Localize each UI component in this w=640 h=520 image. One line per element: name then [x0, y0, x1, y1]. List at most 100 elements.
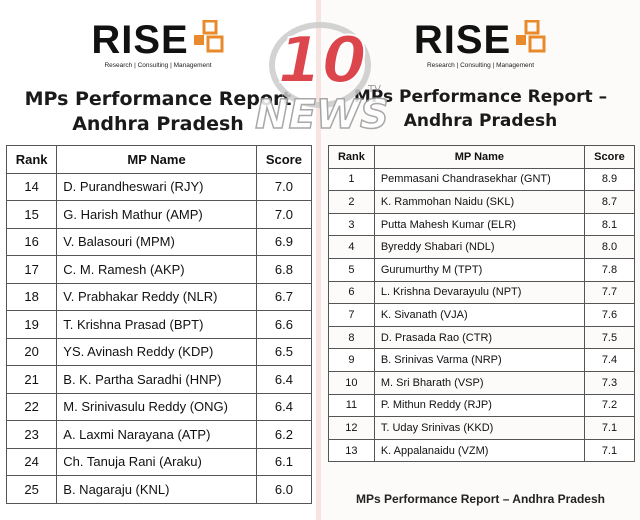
logo-square: [524, 20, 540, 35]
score-cell: 7.4: [583, 348, 636, 372]
rank-cell: 24: [5, 447, 58, 476]
logo-name: RISE: [91, 18, 189, 62]
rank-cell: 10: [328, 370, 375, 395]
name-cell: L. Krishna Devarayulu (NPT): [373, 280, 585, 305]
footer: MPs Performance Report – Andhra Pradesh: [356, 492, 605, 506]
header-row: Rank MP Name Score: [5, 145, 313, 174]
column-header: Score: [583, 145, 636, 169]
name-cell: T. Uday Srinivas (KKD): [373, 416, 585, 440]
score-cell: 7.7: [583, 280, 636, 305]
name-cell: P. Mithun Reddy (RJP): [373, 393, 585, 418]
logo-square: [516, 35, 527, 45]
rank-cell: 4: [328, 235, 375, 259]
rank-cell: 14: [5, 172, 58, 201]
logo-icon: [516, 20, 546, 53]
table-row: 3 Putta Mahesh Kumar (ELR) 8.1: [328, 212, 636, 237]
name-cell: K. Appalanaidu (VZM): [373, 438, 585, 463]
score-cell: 7.1: [583, 438, 636, 463]
score-cell: 7.6: [583, 303, 636, 327]
rank-cell: 8: [328, 325, 375, 350]
score-cell: 7.5: [583, 325, 636, 350]
name-cell: V. Balasouri (MPM): [56, 227, 257, 256]
name-cell: Ch. Tanuja Rani (Araku): [56, 447, 257, 476]
logo-tagline: Research | Consulting | Management: [104, 62, 212, 69]
score-cell: 8.1: [583, 212, 636, 237]
score-cell: 7.0: [255, 200, 313, 229]
name-cell: Byreddy Shabari (NDL): [373, 235, 585, 259]
table-row: 6 L. Krishna Devarayulu (NPT) 7.7: [328, 280, 636, 305]
logo-square: [528, 35, 546, 53]
watermark: 10 TV NEWS: [254, 22, 390, 139]
table-row: 19 T. Krishna Prasad (BPT) 6.6: [5, 310, 313, 339]
name-cell: V. Prabhakar Reddy (NLR): [56, 282, 257, 311]
column-header: Rank: [5, 145, 58, 174]
rank-cell: 7: [328, 303, 375, 327]
ranking-table: Rank MP Name Score 1 Pemmasani Chandrasekhar…: [328, 145, 636, 463]
logo-icon: [193, 20, 224, 53]
rank-cell: 17: [5, 255, 58, 284]
score-cell: 6.1: [255, 447, 313, 476]
table-row: 24 Ch. Tanuja Rani (Araku) 6.1: [5, 447, 313, 476]
rank-cell: 16: [5, 227, 58, 256]
name-cell: M. Sri Bharath (VSP): [373, 370, 585, 395]
rank-cell: 1: [328, 167, 375, 192]
table-row: 22 M. Srinivasulu Reddy (ONG) 6.4: [5, 392, 313, 421]
logo-tagline: Research | Consulting | Management: [426, 62, 535, 69]
name-cell: M. Srinivasulu Reddy (ONG): [56, 392, 257, 421]
watermark-number: 10: [277, 24, 366, 98]
table-row: 18 V. Prabhakar Reddy (NLR) 6.7: [5, 282, 313, 311]
table-row: 11 P. Mithun Reddy (RJP) 7.2: [328, 393, 636, 418]
name-cell: B. K. Partha Saradhi (HNP): [56, 365, 257, 394]
rank-cell: 19: [5, 310, 58, 339]
table-row: 8 D. Prasada Rao (CTR) 7.5: [328, 325, 636, 350]
logo-square: [193, 35, 204, 45]
table-row: 10 M. Sri Bharath (VSP) 7.3: [328, 370, 636, 395]
score-cell: 6.0: [255, 475, 313, 504]
table-row: 14 D. Purandheswari (RJY) 7.0: [5, 172, 313, 201]
header-row: Rank MP Name Score: [328, 145, 636, 169]
table-row: 2 K. Rammohan Naidu (SKL) 8.7: [328, 190, 636, 214]
score-cell: 6.4: [255, 365, 313, 394]
rank-cell: 18: [5, 282, 58, 311]
watermark-word: NEWS: [255, 92, 389, 138]
score-cell: 6.7: [255, 282, 313, 311]
score-cell: 6.6: [255, 310, 313, 339]
score-cell: 8.9: [583, 167, 636, 192]
score-cell: 6.8: [255, 255, 313, 284]
column-header: Score: [255, 145, 313, 174]
score-cell: 6.2: [255, 420, 313, 449]
name-cell: C. M. Ramesh (AKP): [56, 255, 257, 284]
table-row: 12 T. Uday Srinivas (KKD) 7.1: [328, 416, 636, 440]
title-line: MPs Performance Report: [24, 88, 292, 110]
rank-cell: 11: [328, 393, 375, 418]
score-cell: 8.7: [583, 190, 636, 214]
rank-cell: 5: [328, 257, 375, 282]
watermark-small: TV: [367, 84, 381, 95]
table-row: 7 K. Sivanath (VJA) 7.6: [328, 303, 636, 327]
table-row: 9 B. Srinivas Varma (NRP) 7.4: [328, 348, 636, 372]
column-header: Rank: [328, 145, 375, 169]
name-cell: T. Krishna Prasad (BPT): [56, 310, 257, 339]
table-row: 13 K. Appalanaidu (VZM) 7.1: [328, 438, 636, 463]
name-cell: G. Harish Mathur (AMP): [56, 200, 257, 229]
name-cell: D. Prasada Rao (CTR): [373, 325, 585, 350]
table-row: 25 B. Nagaraju (KNL) 6.0: [5, 475, 313, 504]
column-header: MP Name: [373, 145, 585, 169]
table-row: 15 G. Harish Mathur (AMP) 7.0: [5, 200, 313, 229]
table-row: 21 B. K. Partha Saradhi (HNP) 6.4: [5, 365, 313, 394]
logo-name: RISE: [413, 18, 512, 62]
rank-cell: 23: [5, 420, 58, 449]
name-cell: Putta Mahesh Kumar (ELR): [373, 212, 585, 237]
ranking-table: Rank MP Name Score 14 D. Purandheswari (RJY)…: [5, 145, 313, 504]
title-line: MPs Performance Report –: [353, 87, 608, 107]
name-cell: Gurumurthy M (TPT): [373, 257, 585, 282]
watermark-ring: [269, 22, 371, 108]
name-cell: YS. Avinash Reddy (KDP): [56, 337, 257, 366]
name-cell: D. Purandheswari (RJY): [56, 172, 257, 201]
logo: RISE Research | Consulting | Management: [321, 20, 640, 69]
rank-cell: 9: [328, 348, 375, 372]
table-row: 4 Byreddy Shabari (NDL) 8.0: [328, 235, 636, 259]
table-row: 23 A. Laxmi Narayana (ATP) 6.2: [5, 420, 313, 449]
right-panel: RISE Research | Consulting | Management …: [321, 0, 640, 520]
